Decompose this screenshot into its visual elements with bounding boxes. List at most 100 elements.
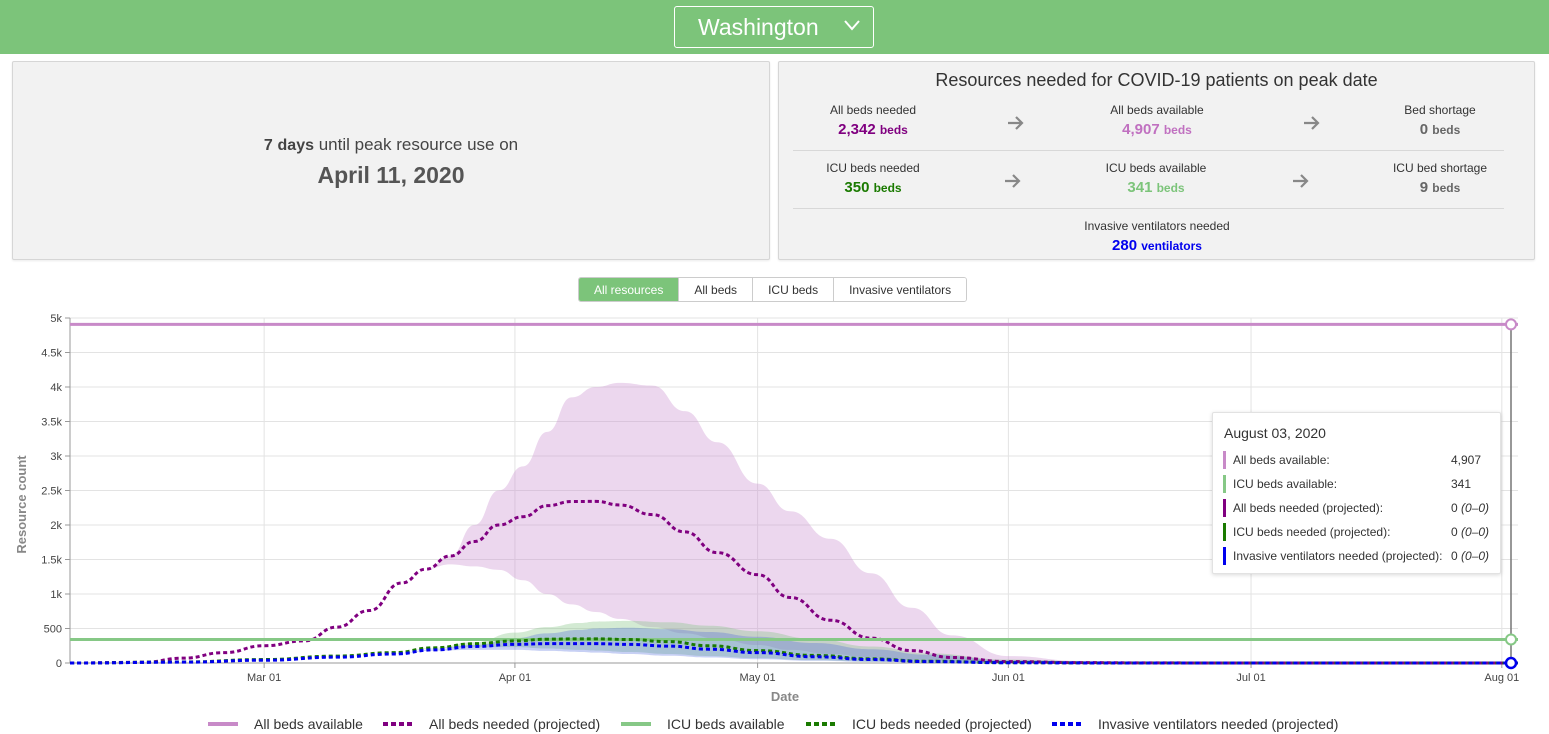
icu-beds-needed: ICU beds needed 350 beds (773, 161, 973, 196)
tab-all-resources[interactable]: All resources (579, 278, 679, 301)
resource-chart[interactable]: 0 500 1k 1.5k 2k 2.5k 3k 3.5k 4k 4.5k 5k Mar 01 Apr … (0, 305, 1549, 710)
bed-shortage-value: 0 (1419, 121, 1429, 138)
icu-beds-available-label: ICU beds available (1105, 161, 1207, 175)
header-bar: Washington (0, 0, 1549, 54)
x-tick-label: Jun 01 (992, 672, 1025, 684)
legend-item-icu-beds-needed[interactable]: ICU beds needed (projected) (806, 716, 1032, 732)
ventilators-needed-label: Invasive ventilators needed (1084, 219, 1230, 233)
state-select-label: Washington (698, 13, 819, 40)
legend-label: ICU beds needed (projected) (852, 716, 1032, 732)
y-tick-label: 4.5k (41, 348, 62, 360)
hover-marker (1505, 633, 1517, 646)
y-tick-label: 3k (50, 451, 62, 463)
legend-item-icu-beds-available[interactable]: ICU beds available (621, 716, 785, 732)
x-tick-label: Mar 01 (247, 672, 281, 684)
days-unit: days (277, 137, 314, 154)
chart-legend: All beds available All beds needed (proj… (0, 712, 1549, 734)
icu-beds-needed-value: 350 (844, 179, 870, 196)
tab-invasive-ventilators[interactable]: Invasive ventilators (833, 278, 967, 301)
legend-swatch (806, 722, 836, 726)
all-beds-needed-value: 2,342 (838, 121, 876, 138)
tooltip-color-bar (1223, 499, 1226, 517)
icu-beds-needed-label: ICU beds needed (826, 161, 920, 175)
legend-item-all-beds-needed[interactable]: All beds needed (projected) (383, 716, 600, 732)
icu-bed-shortage-unit: beds (1432, 181, 1461, 195)
tooltip-row-name: Invasive ventilators needed (projected): (1233, 549, 1443, 563)
icu-bed-shortage-value: 9 (1419, 179, 1429, 196)
tab-all-beds[interactable]: All beds (678, 278, 753, 301)
y-tick-label: 2k (50, 520, 62, 532)
peak-card: 7 days until peak resource use on April … (12, 61, 770, 260)
tooltip-color-bar (1223, 451, 1226, 469)
state-select[interactable]: Washington (674, 6, 874, 48)
ventilators-needed: Invasive ventilators needed 280 ventilat… (1057, 219, 1257, 254)
tab-icu-beds[interactable]: ICU beds (752, 278, 834, 301)
hover-marker (1504, 656, 1518, 670)
all-beds-available-value: 4,907 (1122, 121, 1160, 138)
legend-label: All beds needed (projected) (429, 716, 601, 732)
tooltip-row-value: 341 (1451, 477, 1472, 491)
icu-beds-needed-unit: beds (873, 181, 902, 195)
tooltip-color-bar (1223, 523, 1226, 541)
tooltip-row-value: 0 (1451, 525, 1458, 539)
icu-bed-shortage-label: ICU bed shortage (1392, 161, 1488, 175)
divider (793, 150, 1504, 151)
icu-beds-available: ICU beds available 341 beds (1056, 161, 1256, 196)
x-tick-label: Jul 01 (1236, 672, 1265, 684)
arrow-right-icon (1008, 116, 1024, 130)
arrow-right-icon (1304, 116, 1320, 130)
tooltip-row-name: ICU beds available: (1233, 477, 1338, 491)
uncertainty-band-3 (70, 620, 1518, 663)
legend-label: Invasive ventilators needed (projected) (1098, 716, 1339, 732)
all-beds-available-unit: beds (1163, 123, 1192, 137)
tooltip-row-range: (0–0) (1461, 549, 1490, 563)
uncertainty-band-1 (70, 382, 1518, 663)
legend-item-invasive-ventilators-needed[interactable]: Invasive ventilators needed (projected) (1052, 716, 1338, 732)
tooltip-color-bar (1223, 475, 1226, 493)
tooltip-row: All beds needed (projected): 0 (0–0) (1223, 499, 1493, 517)
uncertainty-band-4 (70, 627, 1518, 663)
chevron-down-icon (844, 20, 860, 31)
y-tick-label: 0 (56, 658, 62, 670)
tooltip-row-value: 0 (1451, 501, 1458, 515)
chart-tabs: All resources All beds ICU beds Invasive… (578, 277, 968, 302)
days-until-peak: 7 days until peak resource use on (13, 135, 769, 155)
divider (793, 208, 1504, 209)
tooltip-row-range: (0–0) (1461, 525, 1490, 539)
bed-shortage-label: Bed shortage (1404, 103, 1476, 117)
tooltip-color-bar (1223, 547, 1226, 565)
hover-marker (1505, 318, 1517, 331)
tooltip-row: Invasive ventilators needed (projected):… (1223, 547, 1493, 565)
y-tick-label: 500 (44, 624, 62, 636)
resources-card: Resources needed for COVID-19 patients o… (778, 61, 1535, 260)
y-tick-label: 1.5k (41, 555, 62, 567)
y-tick-label: 3.5k (41, 417, 62, 429)
legend-label: ICU beds available (667, 716, 785, 732)
x-tick-label: May 01 (740, 672, 776, 684)
tooltip-row-value: 4,907 (1451, 453, 1482, 467)
legend-swatch (208, 722, 238, 726)
tooltip-row: All beds available: 4,907 (1223, 451, 1493, 469)
series-line-4 (69, 642, 1518, 665)
icu-beds-available-value: 341 (1127, 179, 1153, 196)
tooltip-row: ICU beds available: 341 (1223, 475, 1493, 493)
legend-item-all-beds-available[interactable]: All beds available (208, 716, 363, 732)
all-beds-needed: All beds needed 2,342 beds (773, 103, 973, 138)
resources-title: Resources needed for COVID-19 patients o… (935, 70, 1378, 90)
x-axis-title: Date (771, 689, 799, 704)
tooltip-row-range: (0–0) (1461, 501, 1490, 515)
legend-swatch (383, 722, 413, 726)
y-tick-label: 4k (50, 382, 62, 394)
y-axis-title: Resource count (14, 455, 29, 554)
all-beds-available: All beds available 4,907 beds (1057, 103, 1257, 138)
tooltip-row-name: All beds needed (projected): (1233, 501, 1384, 515)
all-beds-needed-label: All beds needed (829, 103, 917, 117)
legend-label: All beds available (254, 716, 363, 732)
tooltip-row-value: 0 (1451, 549, 1458, 563)
chart-tooltip: August 03, 2020 All beds available: 4,90… (1212, 412, 1501, 574)
bed-shortage-unit: beds (1432, 123, 1461, 137)
tooltip-row: ICU beds needed (projected): 0 (0–0) (1223, 523, 1493, 541)
x-tick-label: Apr 01 (499, 672, 531, 684)
ventilators-needed-value: 280 (1112, 237, 1138, 254)
x-tick-label: Aug 01 (1484, 672, 1519, 684)
